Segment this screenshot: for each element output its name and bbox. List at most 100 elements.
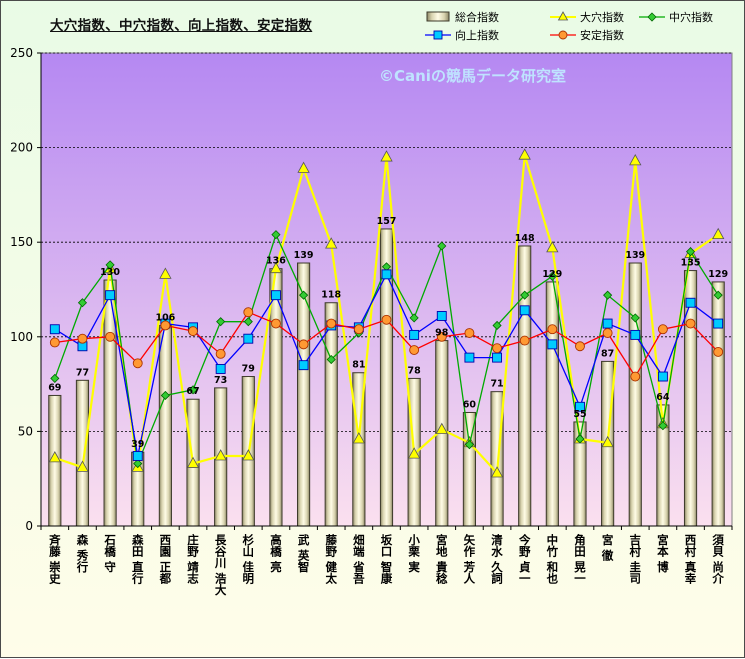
category-label: 今野 貞一 — [518, 533, 532, 584]
x-axis: 斉藤 崇史森 秀行 石橋 守森田 直行 西園 正都 庄野 靖志 長谷川 浩大 杉山 佳明高… — [40, 525, 733, 596]
diamond-marker — [133, 458, 143, 469]
diamond-marker — [271, 230, 281, 240]
series-4 — [49, 307, 724, 382]
bar-data-label: 60 — [463, 399, 477, 410]
y-tick-label: 250 — [10, 46, 33, 60]
diamond-marker — [464, 440, 474, 450]
bar — [628, 262, 642, 527]
square-marker — [105, 290, 116, 301]
bar — [296, 262, 311, 527]
circle-marker — [188, 326, 198, 337]
category-label: 須貝 尚介 — [711, 533, 725, 584]
legend-label: 大穴指数 — [580, 10, 624, 24]
circle-marker — [547, 324, 558, 335]
series-2 — [50, 230, 723, 469]
diamond-marker — [520, 290, 530, 300]
circle-marker — [298, 339, 309, 350]
bar-data-label: 98 — [435, 328, 449, 339]
category-label: 坂口 智康 — [380, 533, 394, 585]
circle-marker — [132, 358, 143, 369]
category-label: 庄野 靖志 — [186, 533, 200, 585]
square-marker — [381, 269, 392, 280]
circle-marker — [713, 346, 724, 357]
bar-data-label: 129 — [542, 269, 562, 280]
square-marker — [657, 371, 668, 382]
triangle-marker — [159, 267, 172, 279]
diamond-marker — [243, 317, 253, 327]
triangle-marker — [242, 449, 255, 461]
diamond-marker — [713, 290, 723, 300]
y-tick-label: 200 — [10, 141, 33, 155]
circle-marker — [215, 348, 226, 359]
circle-marker — [243, 307, 254, 318]
triangle-marker — [490, 466, 504, 478]
circle-marker — [353, 324, 364, 335]
legend-label: 安定指数 — [580, 28, 624, 42]
legend-label: 向上指数 — [455, 28, 499, 42]
circle-marker — [326, 318, 337, 329]
legend-item: 中穴指数 — [639, 10, 713, 24]
triangle-marker — [269, 261, 283, 274]
y-tick-label: 100 — [10, 330, 33, 344]
circle-marker — [519, 335, 530, 346]
chart-title: 大穴指数、中穴指数、向上指数、安定指数 — [50, 18, 313, 34]
circle-marker — [381, 314, 392, 325]
category-label: 吉村 圭司 — [628, 533, 642, 585]
square-marker — [409, 329, 420, 340]
data-labels: 69 77 130 39 106 67 73 79 136 139 118 81 157 78 98 60 71… — [48, 216, 728, 450]
watermark: ©Caniの競馬データ研究室 — [379, 67, 566, 85]
triangle-marker — [407, 447, 421, 459]
diamond-marker — [603, 290, 613, 300]
bar-data-label: 130 — [100, 267, 120, 278]
category-label: 斉藤 崇史 — [48, 533, 62, 585]
category-label: 長谷川 浩大 — [214, 534, 228, 596]
bar-data-label: 106 — [155, 312, 175, 323]
square-marker — [132, 451, 143, 461]
circle-marker — [436, 331, 447, 342]
diamond-marker — [658, 421, 668, 431]
circle-marker — [49, 337, 60, 348]
triangle-marker — [557, 11, 569, 21]
legend-label: 総合指数 — [455, 10, 499, 24]
category-label: 高橋 亮 — [269, 533, 283, 573]
category-label: 角田 晃一 — [573, 533, 587, 584]
diamond-marker — [575, 434, 585, 444]
bar-data-label: 77 — [76, 367, 89, 378]
category-label: 森田 直行 — [131, 533, 145, 585]
triangle-marker — [712, 227, 725, 240]
square-marker — [519, 305, 530, 316]
bar-data-label: 139 — [625, 250, 645, 261]
square-marker — [492, 352, 503, 363]
circle-marker — [685, 318, 696, 329]
square-marker — [713, 318, 724, 329]
diamond-marker — [326, 354, 336, 365]
square-marker — [575, 401, 585, 412]
circle-marker — [270, 318, 281, 329]
triangle-marker — [629, 154, 642, 166]
square-marker — [49, 324, 60, 335]
circle-marker — [409, 345, 420, 355]
triangle-marker — [518, 148, 531, 160]
bar-data-label: 78 — [408, 365, 422, 376]
square-marker — [436, 311, 447, 321]
line-series — [48, 148, 725, 478]
category-label: 杉山 佳明 — [241, 533, 255, 585]
circle-marker — [630, 371, 641, 382]
triangle-marker — [214, 449, 227, 461]
circle-marker — [657, 324, 668, 335]
bar-data-label: 64 — [656, 392, 670, 403]
diamond-marker — [647, 12, 657, 22]
y-tick-label: 50 — [18, 424, 33, 438]
triangle-marker — [601, 435, 614, 448]
circle-marker — [464, 328, 475, 338]
bar-data-label: 69 — [48, 382, 61, 393]
triangle-marker — [325, 237, 338, 249]
square-marker — [243, 333, 254, 344]
square-marker — [464, 352, 475, 363]
diamond-marker — [77, 298, 88, 308]
diamond-marker — [685, 247, 696, 257]
diamond-marker — [105, 260, 115, 270]
circle-marker — [602, 328, 613, 338]
category-label: 武 英智 — [297, 533, 311, 573]
